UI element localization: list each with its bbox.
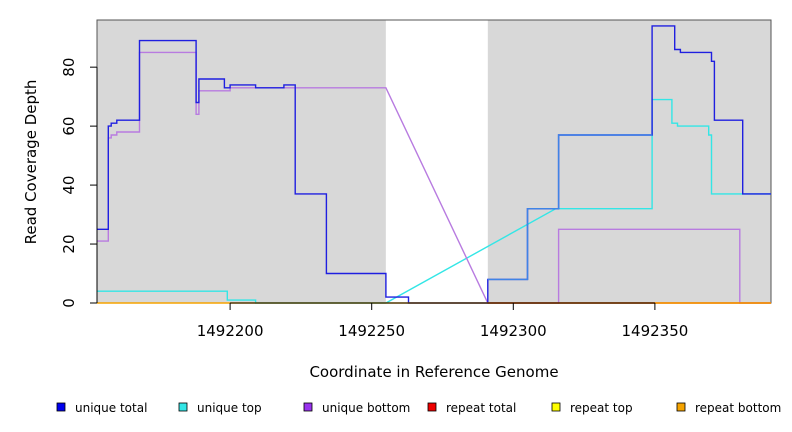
x-tick-label: 1492350 <box>621 322 688 340</box>
x-tick-label: 1492300 <box>480 322 547 340</box>
legend-label: repeat bottom <box>695 401 781 415</box>
legend-item: unique total <box>56 401 147 415</box>
y-axis-title: Read Coverage Depth <box>22 80 40 245</box>
y-tick-label: 40 <box>60 176 78 195</box>
legend: unique total unique top unique bottom repea… <box>56 401 781 415</box>
legend-swatch <box>427 402 437 412</box>
y-tick-label: 0 <box>60 298 78 308</box>
series-unique-total-outside-shaded-region- <box>487 134 653 281</box>
legend-label: repeat total <box>446 401 516 415</box>
axes: 1492200 1492250 1492300 1492350 0 20 40 60 80 <box>60 58 688 340</box>
y-tick-label: 80 <box>60 58 78 77</box>
shaded-region-1 <box>97 20 386 303</box>
legend-swatch <box>178 402 188 412</box>
legend-label: unique top <box>197 401 262 415</box>
legend-item: repeat top <box>551 401 633 415</box>
legend-swatch <box>56 402 66 412</box>
legend-swatch <box>551 402 561 412</box>
legend-item: repeat total <box>427 401 516 415</box>
x-axis-title: Coordinate in Reference Genome <box>309 363 558 381</box>
legend-label: unique total <box>75 401 147 415</box>
series-unique-total <box>97 25 771 304</box>
legend-label: repeat top <box>570 401 633 415</box>
x-tick-label: 1492250 <box>338 322 405 340</box>
legend-item: unique top <box>178 401 262 415</box>
legend-label: unique bottom <box>322 401 410 415</box>
y-tick-label: 60 <box>60 117 78 136</box>
legend-swatch <box>303 402 313 412</box>
legend-swatch <box>676 402 686 412</box>
series-unique-bottom <box>97 51 771 304</box>
shaded-region-2 <box>487 20 771 303</box>
shaded-regions <box>97 20 771 303</box>
series-unique-top <box>97 98 771 304</box>
legend-item: repeat bottom <box>676 401 781 415</box>
x-tick-label: 1492200 <box>197 322 264 340</box>
legend-item: unique bottom <box>303 401 410 415</box>
y-tick-label: 20 <box>60 234 78 253</box>
